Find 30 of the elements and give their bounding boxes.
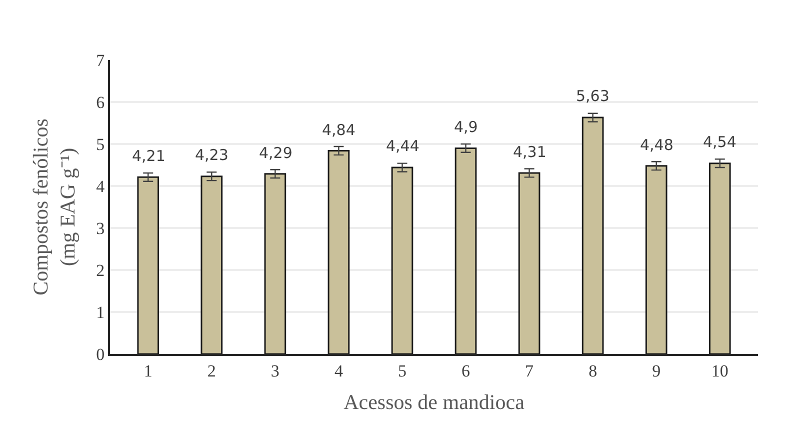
x-tick-label: 1 <box>144 361 152 380</box>
data-label: 5,63 <box>576 87 610 105</box>
y-tick-label: 6 <box>96 92 105 112</box>
data-label: 4,48 <box>640 136 674 154</box>
x-tick-label: 7 <box>525 361 534 380</box>
data-label: 4,23 <box>195 146 228 164</box>
x-axis-title: Acessos de mandioca <box>344 390 526 414</box>
x-tick-label: 4 <box>334 361 344 380</box>
y-tick-label: 3 <box>96 218 105 238</box>
data-label: 4,21 <box>132 147 166 165</box>
y-tick-label: 7 <box>96 50 106 70</box>
data-label: 4,44 <box>386 137 420 155</box>
y-axis-title: Compostos fenólicos (mg EAG g⁻¹) <box>28 118 80 296</box>
x-tick-label: 8 <box>588 361 598 380</box>
data-label: 4,29 <box>259 144 292 162</box>
x-tick-label: 9 <box>652 361 661 380</box>
x-tick-label: 6 <box>462 361 470 380</box>
data-label: 4,84 <box>322 121 356 139</box>
data-label: 4,9 <box>454 118 478 136</box>
y-tick-label: 5 <box>96 134 105 154</box>
x-tick-label: 10 <box>711 361 728 380</box>
y-tick-label: 0 <box>96 344 105 364</box>
data-label: 4,31 <box>513 143 546 161</box>
y-tick-label: 4 <box>96 176 106 196</box>
data-label: 4,54 <box>703 133 736 151</box>
y-tick-label: 2 <box>96 260 105 280</box>
x-tick-label: 2 <box>207 361 216 380</box>
x-tick-label: 3 <box>270 361 280 380</box>
x-tick-label: 5 <box>398 361 406 380</box>
y-tick-label: 1 <box>96 302 105 322</box>
